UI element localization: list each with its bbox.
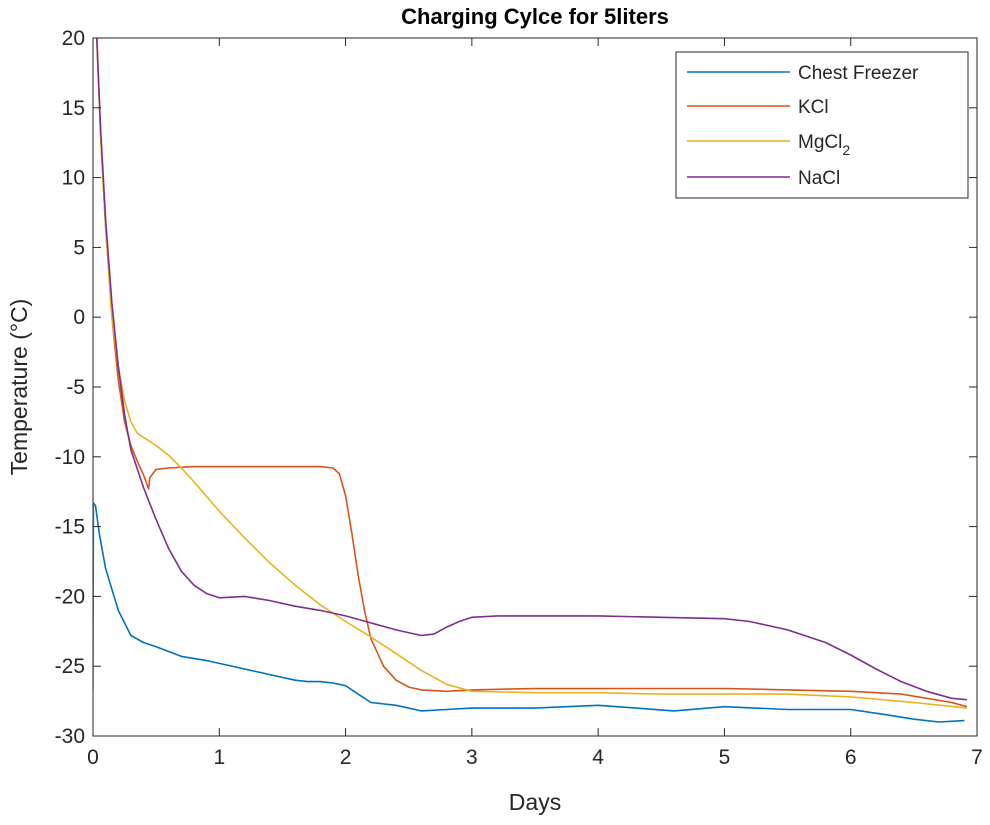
y-tick-label: 0 — [73, 306, 85, 329]
x-axis-title: Days — [509, 789, 561, 815]
y-tick-label: 20 — [62, 27, 85, 50]
tick-layer: 0 1 2 3 4 5 6 7 -30 -25 -20 -15 -10 -5 0 5 10 15 20 — [55, 27, 983, 769]
series-line-chest-freezer — [93, 502, 965, 723]
legend-box — [675, 51, 969, 199]
legend-label-chest-freezer: Chest Freezer — [798, 63, 919, 84]
y-tick-label: 5 — [73, 236, 85, 259]
y-tick-label: -15 — [55, 516, 85, 539]
legend: Chest Freezer KCl MgCl2 NaCl — [675, 51, 969, 199]
x-tick-label: 6 — [845, 746, 857, 769]
x-tick-label: 0 — [87, 746, 99, 769]
series-line-mgcl2 — [96, 38, 967, 709]
y-axis-title: Temperature (°C) — [6, 299, 32, 476]
series-line-kcl — [96, 38, 968, 708]
y-tick-label: -25 — [55, 655, 85, 678]
y-tick-label: -5 — [66, 376, 85, 399]
legend-item-nacl: NaCl — [687, 168, 840, 189]
legend-label-mgcl2: MgCl2 — [798, 132, 850, 158]
x-tick-label: 2 — [340, 746, 352, 769]
x-tick-label: 7 — [971, 746, 983, 769]
legend-item-mgcl2: MgCl2 — [687, 132, 850, 158]
legend-label-kcl: KCl — [798, 97, 829, 118]
x-tick-label: 4 — [592, 746, 604, 769]
x-tick-label: 5 — [719, 746, 731, 769]
legend-item-kcl: KCl — [687, 97, 829, 118]
y-tick-label: -10 — [55, 446, 85, 469]
y-tick-label: 15 — [62, 97, 85, 120]
y-tick-label: 10 — [62, 167, 85, 190]
y-tick-label: -30 — [55, 725, 85, 748]
legend-item-chest-freezer: Chest Freezer — [687, 63, 919, 84]
x-tick-label: 3 — [466, 746, 478, 769]
series-line-nacl — [96, 38, 967, 701]
y-tick-label: -20 — [55, 585, 85, 608]
legend-label-nacl: NaCl — [798, 168, 840, 189]
x-tick-label: 1 — [213, 746, 225, 769]
series-layer — [93, 38, 968, 723]
chart-title: Charging Cylce for 5liters — [401, 4, 669, 29]
